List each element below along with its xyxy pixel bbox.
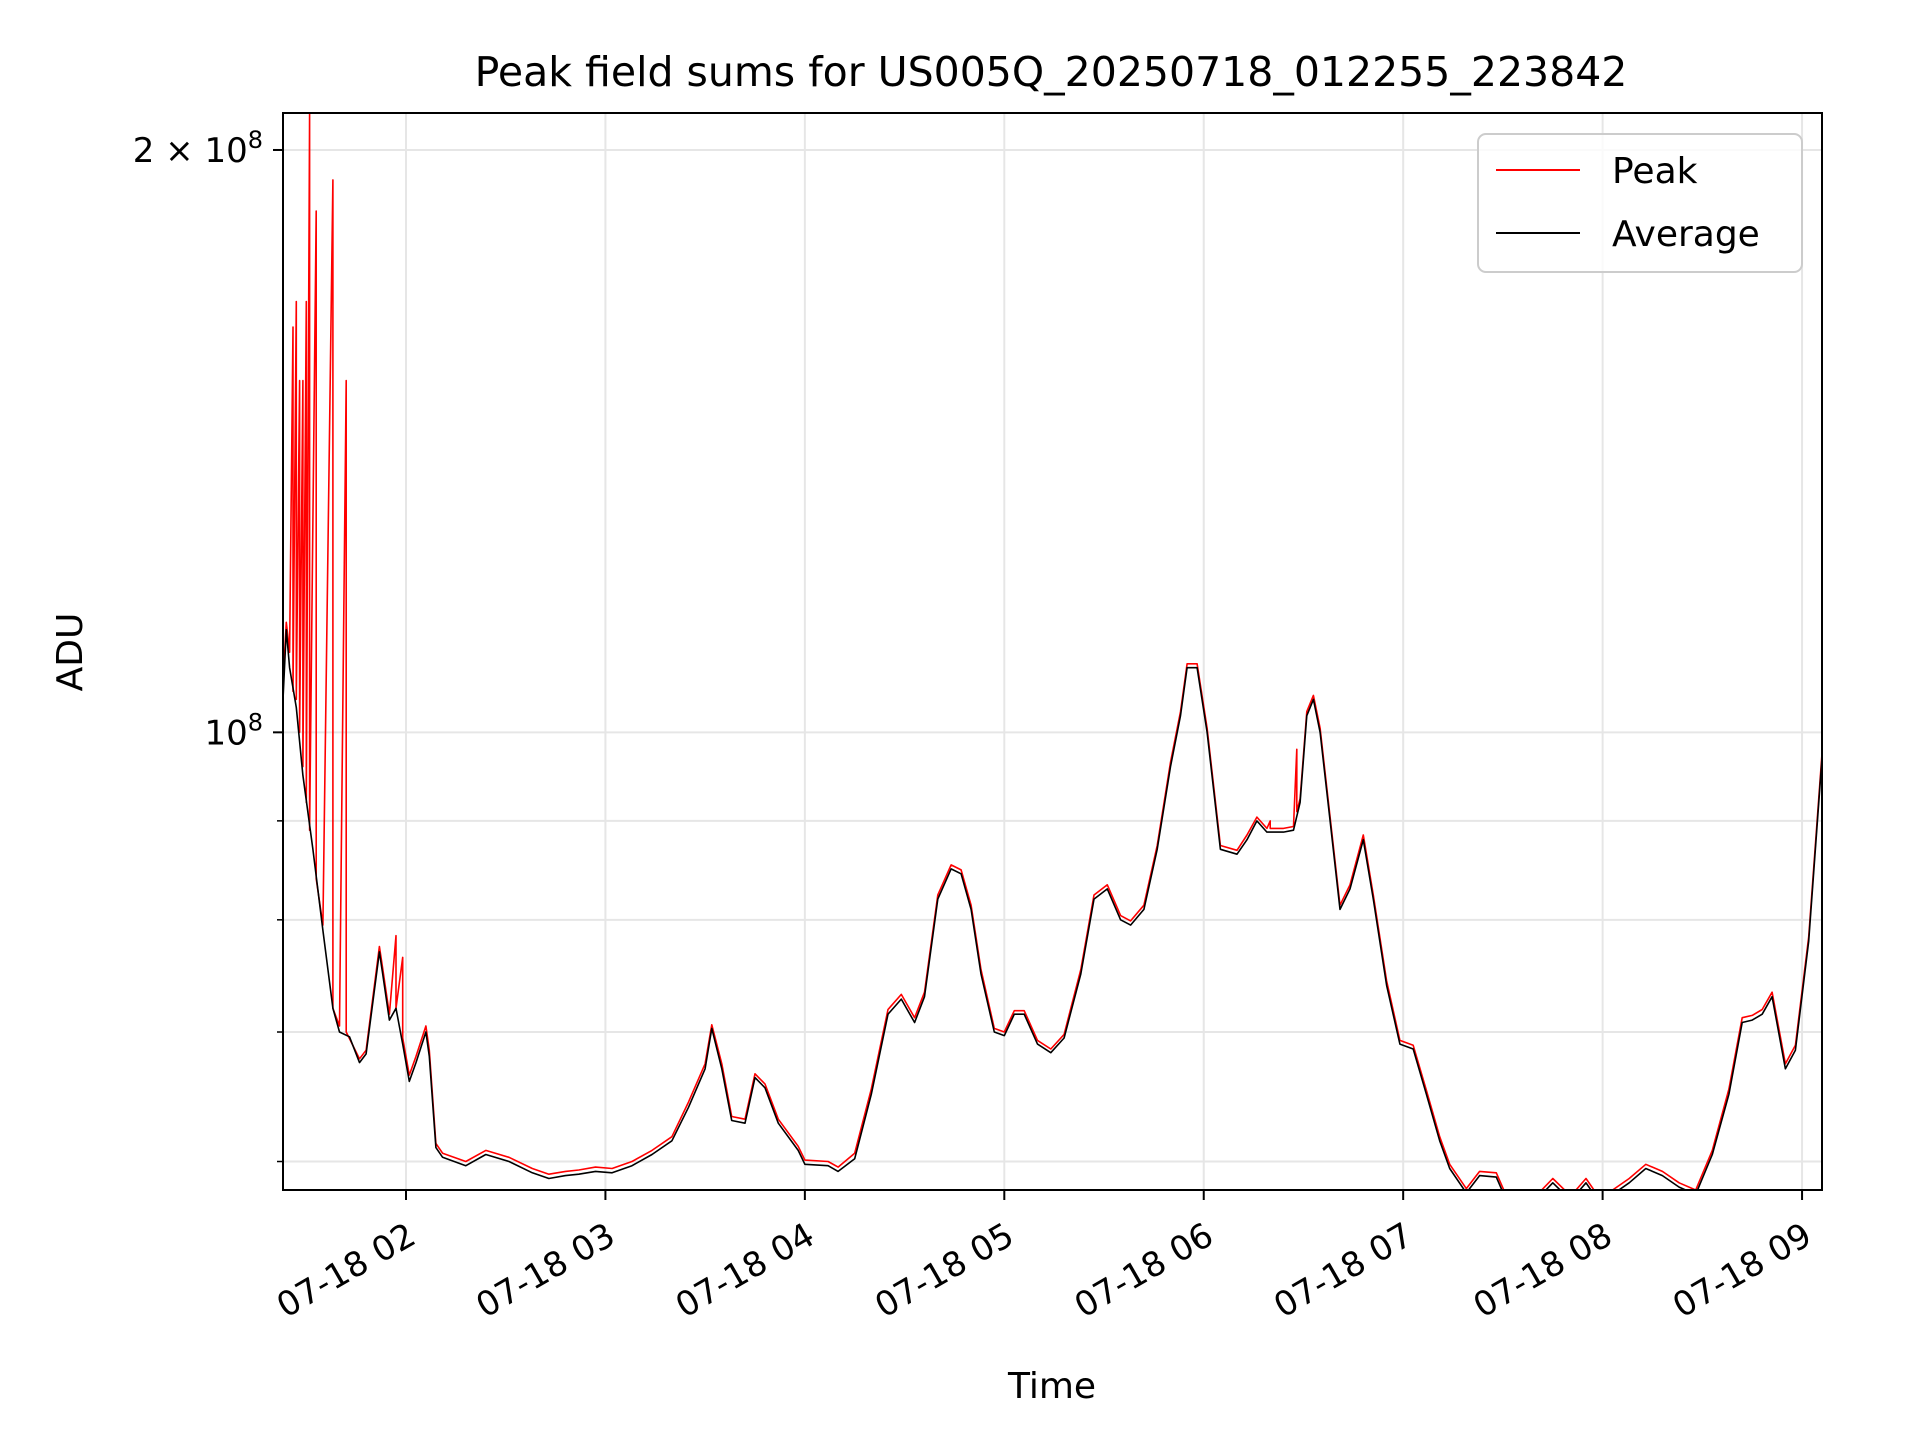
legend-box [1477,133,1803,273]
plot-frame [282,112,1823,1191]
x-axis-label: Time [1007,1366,1096,1407]
legend-label-peak: Peak [1612,151,1698,192]
y-tick-label: 2 × 108 [133,126,263,171]
plot-series [283,113,1822,1190]
y-tick-label: 108 [204,708,263,753]
grid [283,113,1822,1190]
series-line-average [283,628,1822,1190]
legend-label-average: Average [1612,214,1760,255]
y-axis-label: ADU [50,613,91,692]
chart-title: Peak field sums for US005Q_20250718_0122… [475,48,1628,96]
y-axis: 108 2 × 108 [133,126,283,1163]
legend: Peak Average [1477,133,1803,273]
